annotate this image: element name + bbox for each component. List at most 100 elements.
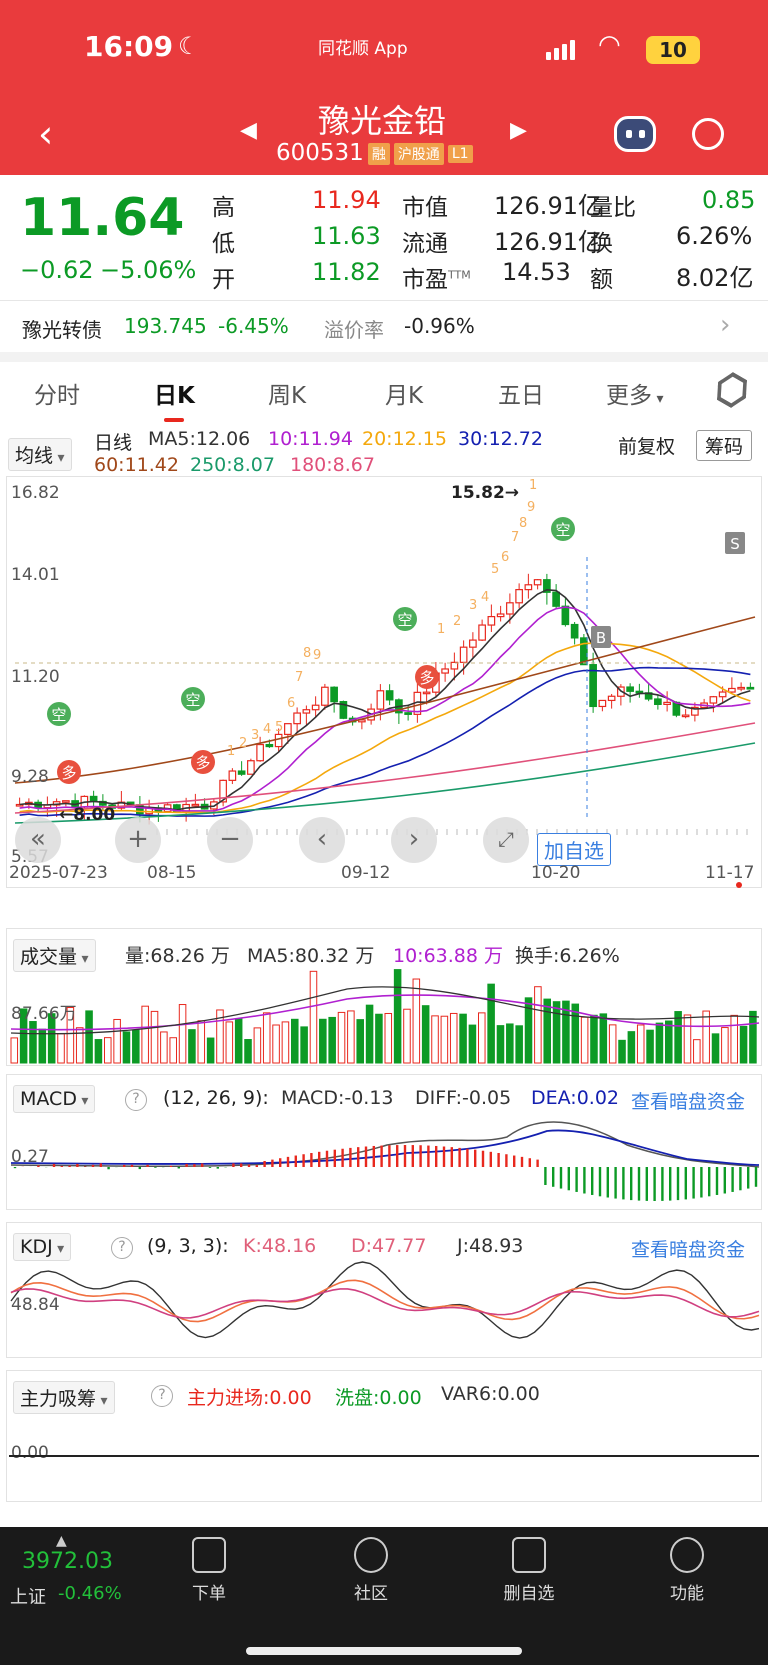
volume-bar xyxy=(515,1025,523,1064)
tab-timeshare[interactable]: 分时 xyxy=(34,383,80,409)
kline-candle xyxy=(293,712,301,725)
index-value[interactable]: 3972.03 xyxy=(22,1549,113,1574)
td-sequence: 9 xyxy=(527,500,535,515)
kline-candle xyxy=(302,709,311,714)
prev-stock-button[interactable]: ◀ xyxy=(240,118,257,143)
kline-candle xyxy=(681,714,690,718)
signal-long xyxy=(57,760,81,784)
order-button[interactable]: 下单 xyxy=(164,1537,254,1604)
kline-candle xyxy=(284,723,292,736)
macd-panel[interactable]: MACD ? (12, 26, 9): MACD:-0.13 DIFF:-0.0… xyxy=(6,1074,762,1210)
index-name[interactable]: 上证 xyxy=(10,1587,46,1608)
tab-five-day[interactable]: 五日 xyxy=(498,383,544,409)
kline-candle xyxy=(533,579,542,586)
volume-bar xyxy=(85,1010,93,1064)
kline-candle xyxy=(311,704,320,711)
convertible-bond-row[interactable]: 豫光转债 193.745 -6.45% 溢价率 -0.96% › xyxy=(0,300,768,356)
kdj-d: D:47.77 xyxy=(351,1235,427,1257)
settings-hex-icon[interactable] xyxy=(710,368,754,412)
robot-assistant-icon[interactable] xyxy=(614,116,656,152)
scroll-right-button[interactable]: › xyxy=(391,817,437,863)
volume-bar xyxy=(178,1004,187,1064)
ma-selector[interactable]: 均线 xyxy=(8,438,72,471)
washout-value: 洗盘:0.00 xyxy=(335,1387,422,1409)
kline-candle xyxy=(450,661,459,670)
tab-monthly-k[interactable]: 月K xyxy=(385,383,424,409)
volume-bar xyxy=(608,1024,617,1064)
volume-bar xyxy=(487,983,495,1064)
signal-short xyxy=(47,702,71,726)
macd-selector[interactable]: MACD xyxy=(13,1085,96,1113)
zoom-out-button[interactable]: − xyxy=(207,817,253,863)
stock-code-row: 600531 融沪股通 L1 xyxy=(276,140,473,166)
kline-candle xyxy=(580,637,588,666)
volume-bar xyxy=(702,1010,710,1064)
index-pct[interactable]: -0.46% xyxy=(58,1583,122,1604)
volume-bar xyxy=(197,1020,206,1064)
kline-candle xyxy=(330,686,338,703)
adjust-mode[interactable]: 前复权 xyxy=(618,436,676,458)
signal-long-label: 多 xyxy=(419,669,434,687)
kdj-selector[interactable]: KDJ xyxy=(13,1233,72,1261)
volume-bar xyxy=(160,1031,168,1064)
dark-pool-link[interactable]: 查看暗盘资金 xyxy=(631,1239,746,1261)
dark-pool-link[interactable]: 查看暗盘资金 xyxy=(631,1091,746,1113)
label-mcap: 市值 xyxy=(402,195,448,221)
macd-chart xyxy=(10,1121,760,1201)
main-force-selector[interactable]: 主力吸筹 xyxy=(13,1381,115,1414)
kdj-k-line xyxy=(10,1279,760,1323)
volume-panel[interactable]: 成交量 量:68.26 万 MA5:80.32 万 10:63.88 万 换手:… xyxy=(6,928,762,1066)
next-stock-button[interactable]: ▶ xyxy=(510,118,527,143)
volume-bar xyxy=(253,1027,262,1064)
tag-l1: L1 xyxy=(447,144,473,163)
search-icon[interactable] xyxy=(692,118,724,150)
main-force-entry: 主力进场:0.00 xyxy=(187,1387,312,1409)
main-force-line xyxy=(9,1455,759,1457)
chip-button[interactable]: 筹码 xyxy=(696,430,753,461)
kdj-panel[interactable]: KDJ ? (9, 3, 3): K:48.16 D:47.77 J:48.93… xyxy=(6,1222,762,1358)
volume-selector[interactable]: 成交量 xyxy=(13,939,96,972)
help-icon[interactable]: ? xyxy=(111,1237,133,1259)
scroll-left-button[interactable]: ‹ xyxy=(299,817,345,863)
volume-bar xyxy=(739,1025,748,1064)
kline-candle xyxy=(376,690,385,710)
remove-watchlist-button[interactable]: 删自选 xyxy=(484,1537,574,1604)
tab-daily-k[interactable]: 日K xyxy=(154,383,195,409)
signal-sell-label: S xyxy=(730,535,740,553)
zoom-in-button[interactable]: + xyxy=(115,817,161,863)
volume-bar xyxy=(47,1013,56,1064)
value-vol-ratio: 0.85 xyxy=(702,186,756,214)
fast-back-button[interactable]: « xyxy=(15,817,61,863)
td-sequence: 8 xyxy=(303,646,311,661)
kline-candle xyxy=(728,687,736,693)
volume-bar xyxy=(375,1013,383,1064)
help-icon[interactable]: ? xyxy=(151,1385,173,1407)
bond-price: 193.745 xyxy=(124,314,207,338)
volume-bar xyxy=(328,1016,336,1064)
value-pe: 14.53 xyxy=(502,258,571,286)
signal-sell xyxy=(725,532,745,554)
volume-bar xyxy=(599,1013,608,1064)
menu-circle-icon xyxy=(670,1537,704,1573)
bond-pct: -6.45% xyxy=(218,314,289,338)
fullscreen-icon[interactable]: ⤢ xyxy=(483,817,529,863)
functions-button[interactable]: 功能 xyxy=(642,1537,732,1604)
battery-icon: 10 xyxy=(646,36,700,64)
kline-candle xyxy=(469,639,477,648)
tab-weekly-k[interactable]: 周K xyxy=(268,383,307,409)
volume-bar xyxy=(29,1021,37,1064)
main-force-panel[interactable]: 主力吸筹 ? 主力进场:0.00 洗盘:0.00 VAR6:0.00 0.00 xyxy=(6,1370,762,1502)
kline-candle xyxy=(404,712,412,715)
td-sequence: 9 xyxy=(313,648,321,663)
macd-diff: DIFF:-0.05 xyxy=(415,1087,512,1109)
help-icon[interactable]: ? xyxy=(125,1089,147,1111)
back-button[interactable]: ‹ xyxy=(38,112,54,156)
volume-axis: 87.66万 xyxy=(11,1004,77,1024)
volume-bar xyxy=(468,1024,477,1064)
community-button[interactable]: 社区 xyxy=(326,1537,416,1604)
add-watchlist-button[interactable]: 加自选 xyxy=(537,833,611,866)
tab-more[interactable]: 更多 ▾ xyxy=(606,383,664,409)
value-open: 11.82 xyxy=(312,258,381,286)
